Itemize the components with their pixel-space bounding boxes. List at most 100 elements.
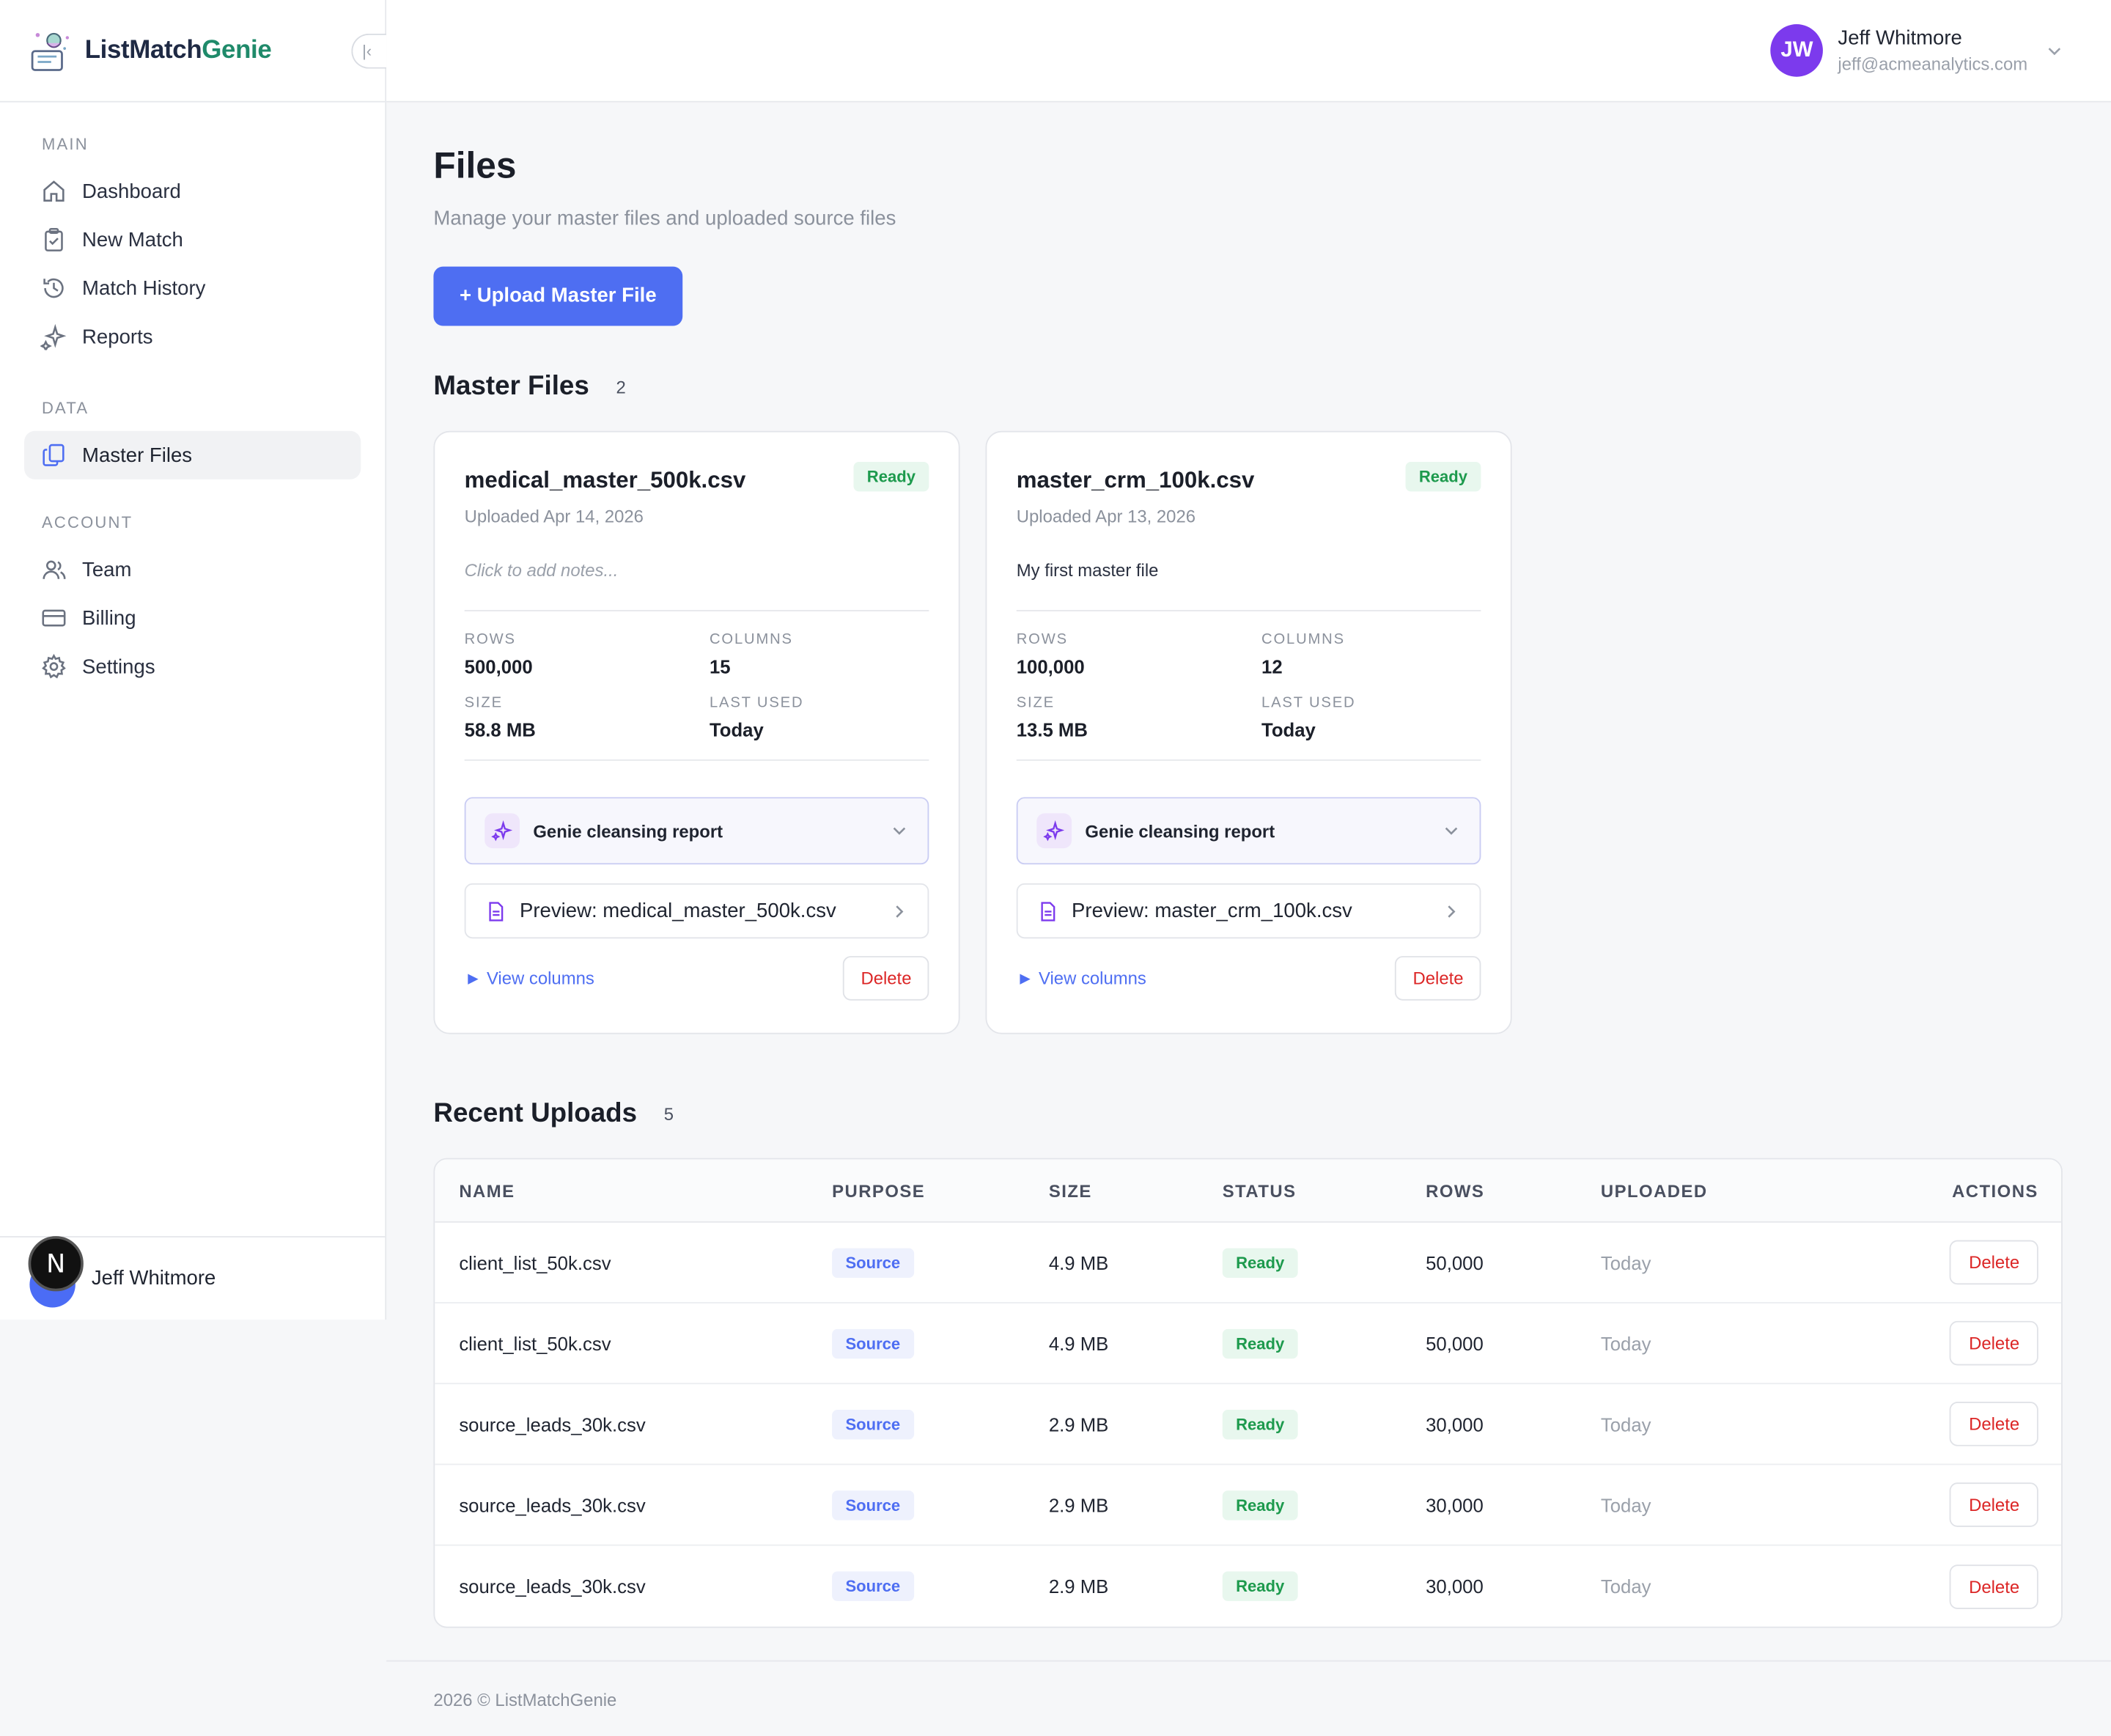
actions-cell: Delete <box>1828 1482 2061 1527</box>
sidebar-item-label: Dashboard <box>82 180 181 203</box>
column-header: ACTIONS <box>1952 1180 2038 1201</box>
file-size: 4.9 MB <box>1048 1251 1109 1273</box>
copyright-text: 2026 © ListMatchGenie <box>433 1690 617 1710</box>
section-title: Recent Uploads <box>433 1098 638 1129</box>
status-badge: Ready <box>1222 1571 1298 1601</box>
stat-label: ROWS <box>1016 631 1068 648</box>
brand[interactable]: ListMatchGenie |‹ <box>0 0 387 103</box>
collapse-sidebar-button[interactable]: |‹ <box>351 33 387 69</box>
card-footer: ► View columns Delete <box>465 956 929 1001</box>
sidebar-item-master-files[interactable]: Master Files <box>24 430 361 479</box>
sidebar-item-dashboard[interactable]: Dashboard <box>24 167 361 216</box>
status-cell: Ready <box>1222 1571 1426 1601</box>
sparkles-icon <box>1036 813 1072 849</box>
divider <box>1016 610 1481 611</box>
cleansing-report-toggle[interactable]: Genie cleansing report <box>464 797 929 865</box>
sidebar-item-label: Settings <box>82 655 155 678</box>
stat-label: SIZE <box>1016 694 1055 711</box>
nav-section-data: DATA Master Files <box>0 399 385 479</box>
purpose-cell: Source <box>832 1409 1049 1439</box>
preview-label: Preview: master_crm_100k.csv <box>1072 899 1352 923</box>
sidebar-item-settings[interactable]: Settings <box>24 642 361 691</box>
delete-button[interactable]: Delete <box>1950 1320 2038 1366</box>
chevron-right-icon <box>1448 905 1456 918</box>
sidebar-item-reports[interactable]: Reports <box>24 312 361 361</box>
file-name: source_leads_30k.csv <box>459 1413 646 1435</box>
stat-value: 100,000 <box>1016 655 1085 677</box>
sidebar-item-label: New Match <box>82 228 183 251</box>
status-badge: Ready <box>1222 1409 1298 1439</box>
column-header[interactable]: STATUS <box>1222 1180 1297 1201</box>
stat-last-used: LAST USED Today <box>710 695 925 740</box>
row-count: 50,000 <box>1426 1332 1484 1354</box>
delete-button[interactable]: Delete <box>1950 1564 2038 1608</box>
uploaded-date: Today <box>1600 1332 1651 1354</box>
upload-master-file-button[interactable]: + Upload Master File <box>433 266 683 326</box>
status-badge: Ready <box>1405 462 1481 492</box>
purpose-cell: Source <box>832 1571 1049 1601</box>
purpose-badge: Source <box>832 1247 914 1278</box>
table-header: NAME PURPOSE SIZE STATUS ROWS UPLOADED A… <box>435 1159 2062 1223</box>
file-stats: ROWS 100,000 COLUMNS 12 SIZE 13.5 MB LAST U… <box>1017 631 1481 740</box>
preview-file-link[interactable]: Preview: medical_master_500k.csv <box>464 883 929 939</box>
page-subtitle: Manage your master files and uploaded so… <box>433 207 896 231</box>
view-columns-toggle[interactable]: ► View columns <box>1016 968 1146 989</box>
sidebar-item-label: Reports <box>82 325 153 348</box>
section-title: Master Files <box>433 371 589 402</box>
stat-rows: ROWS 500,000 <box>465 631 710 677</box>
stat-value: Today <box>1261 718 1316 741</box>
table-body: client_list_50k.csv Source 4.9 MB Ready … <box>435 1223 2062 1627</box>
stat-value: 15 <box>709 655 731 677</box>
page-title: Files <box>433 145 517 186</box>
brand-name: ListMatchGenie <box>84 35 272 65</box>
cleansing-report-toggle[interactable]: Genie cleansing report <box>1016 797 1481 865</box>
delete-button[interactable]: Delete <box>843 956 929 1001</box>
stat-label: LAST USED <box>1261 694 1356 711</box>
purpose-badge: Source <box>832 1409 914 1439</box>
nextjs-dev-badge[interactable]: N <box>28 1236 84 1292</box>
sidebar-item-new-match[interactable]: New Match <box>24 216 361 264</box>
file-name: client_list_50k.csv <box>459 1251 611 1273</box>
document-icon <box>1041 901 1056 921</box>
column-header[interactable]: SIZE <box>1048 1180 1092 1201</box>
topbar: JW Jeff Whitmore jeff@acmeanalytics.com <box>386 0 2111 103</box>
delete-button[interactable]: Delete <box>1950 1240 2038 1285</box>
delete-button[interactable]: Delete <box>1395 956 1481 1001</box>
upload-date: Uploaded Apr 13, 2026 <box>1016 506 1196 527</box>
view-columns-toggle[interactable]: ► View columns <box>464 968 594 989</box>
status-badge: Ready <box>1222 1490 1298 1520</box>
preview-file-link[interactable]: Preview: master_crm_100k.csv <box>1016 883 1481 939</box>
uploads-table: NAME PURPOSE SIZE STATUS ROWS UPLOADED A… <box>433 1158 2063 1628</box>
row-count: 30,000 <box>1426 1493 1484 1516</box>
column-header[interactable]: NAME <box>459 1180 515 1201</box>
uploaded-date: Today <box>1600 1575 1651 1597</box>
report-label: Genie cleansing report <box>533 820 723 842</box>
file-size: 2.9 MB <box>1048 1413 1109 1435</box>
stat-last-used: LAST USED Today <box>1261 695 1477 740</box>
notes-field[interactable]: Click to add notes... <box>464 560 619 581</box>
status-cell: Ready <box>1222 1328 1426 1358</box>
purpose-cell: Source <box>832 1490 1049 1520</box>
uploaded-date: Today <box>1600 1251 1651 1273</box>
row-count: 50,000 <box>1426 1251 1484 1273</box>
chevron-down-icon <box>893 827 906 835</box>
column-header[interactable]: UPLOADED <box>1600 1180 1708 1201</box>
stat-value: 13.5 MB <box>1016 718 1088 741</box>
gear-icon <box>42 653 66 679</box>
status-cell: Ready <box>1222 1490 1426 1520</box>
column-header[interactable]: ROWS <box>1426 1180 1485 1201</box>
delete-button[interactable]: Delete <box>1950 1482 2038 1527</box>
sidebar-item-match-history[interactable]: Match History <box>24 264 361 312</box>
user-menu[interactable]: JW Jeff Whitmore jeff@acmeanalytics.com <box>1770 24 2063 77</box>
notes-field[interactable]: My first master file <box>1016 560 1159 581</box>
column-header[interactable]: PURPOSE <box>832 1180 926 1201</box>
purpose-badge: Source <box>832 1490 914 1520</box>
page-footer: 2026 © ListMatchGenie <box>386 1660 2111 1710</box>
chevron-down-icon <box>2048 47 2061 55</box>
sidebar-item-billing[interactable]: Billing <box>24 594 361 642</box>
sidebar-item-team[interactable]: Team <box>24 545 361 594</box>
file-stats: ROWS 500,000 COLUMNS 15 SIZE 58.8 MB LAST U… <box>465 631 929 740</box>
delete-button[interactable]: Delete <box>1950 1402 2038 1446</box>
sidebar: ListMatchGenie |‹ MAIN Dashboard New Mat… <box>0 0 387 1320</box>
recent-uploads: Recent Uploads 5 NAME PURPOSE SIZE STATU… <box>433 1098 2063 1628</box>
